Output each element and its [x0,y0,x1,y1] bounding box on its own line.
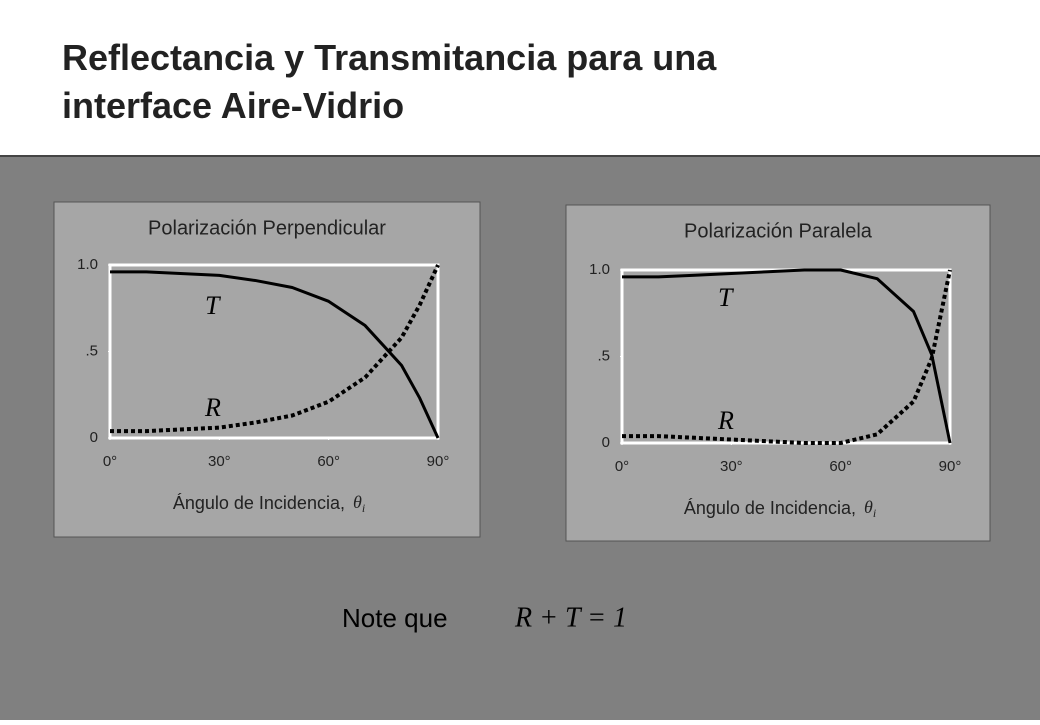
x-tick-label: 90° [939,458,962,475]
series-label: T [205,291,221,320]
x-tick-label: 30° [720,458,743,475]
x-axis-label-text: Ángulo de Incidencia, [173,493,345,513]
y-tick-label: 1.0 [589,261,610,278]
chart: Polarización Paralela 0 .5 1.0 0° 30° 60° 90° Án… [565,204,991,542]
y-tick-label: 0 [602,434,610,451]
header-bg [0,0,1040,156]
chart-title: Polarización Perpendicular [148,217,386,239]
series-label: T [718,283,734,312]
panel [53,201,481,538]
note-label: Note que [342,603,448,633]
charts: Polarización Perpendicular 0 .5 1.0 0° 30° 60°… [53,201,991,542]
x-axis-label: Ángulo de Incidencia, θi [173,492,365,515]
y-tick-label: 1.0 [77,256,98,273]
x-tick-label: 30° [208,453,231,470]
x-axis-symbol: θ [353,492,362,512]
x-tick-label: 60° [829,458,852,475]
panel [565,204,991,542]
x-axis-symbol: θ [864,497,873,517]
x-tick-label: 90° [427,453,450,470]
chart: Polarización Perpendicular 0 .5 1.0 0° 30° 60°… [53,201,481,538]
series-label: R [717,406,734,435]
x-axis-label: Ángulo de Incidencia, θi [684,497,876,520]
x-tick-label: 60° [317,453,340,470]
series-label: R [204,393,221,422]
x-axis-subscript: i [362,501,365,515]
series-line [110,264,440,434]
series-line [110,270,440,439]
y-tick-label: .5 [597,347,610,364]
slide-title: Reflectancia y Transmitancia para una int… [62,37,717,126]
note-equation: R + T = 1 [514,602,627,633]
y-tick-label: 0 [90,429,98,446]
x-axis-subscript: i [873,506,876,520]
series-line [622,268,952,444]
x-tick-label: 0° [103,453,117,470]
chart-title: Polarización Paralela [684,220,873,242]
series-line [622,269,952,445]
x-axis-label-text: Ángulo de Incidencia, [684,498,856,518]
x-tick-label: 0° [615,458,629,475]
y-tick-label: .5 [85,342,98,359]
